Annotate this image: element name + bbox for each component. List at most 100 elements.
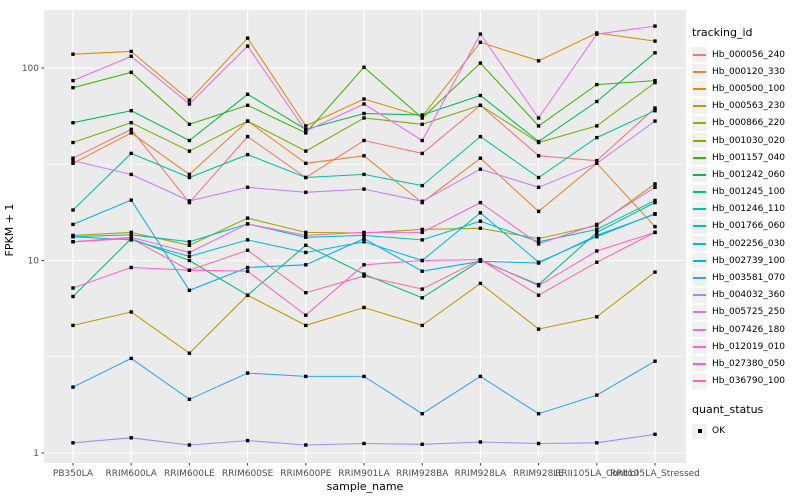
legend-entry-label: Hb_001246_110: [712, 204, 786, 215]
data-point: [653, 80, 657, 85]
data-point: [129, 265, 133, 270]
data-point: [478, 258, 483, 262]
legend-key-swatch: [692, 64, 707, 80]
legend-entry: Hb_000056_240: [692, 46, 798, 63]
data-point: [362, 240, 366, 244]
x-tick-label: PB350LA: [53, 469, 94, 479]
legend-key-swatch: [692, 150, 707, 166]
legend-key-line: [693, 87, 706, 90]
legend-entry-label: Hb_001030_020: [712, 135, 786, 146]
data-point: [362, 274, 366, 278]
legend-key-swatch: [692, 167, 707, 183]
data-point: [420, 183, 424, 188]
data-point: [71, 208, 75, 212]
legend-key-swatch: [692, 304, 707, 320]
data-point: [595, 230, 599, 235]
data-point: [304, 291, 308, 295]
quant-legend-items: OK: [692, 423, 798, 440]
data-point: [653, 432, 657, 436]
legend-items: Hb_000056_240 Hb_000120_330 Hb_000500_100 H…: [692, 46, 798, 390]
data-point: [245, 248, 250, 252]
data-point: [595, 249, 599, 253]
data-point: [187, 199, 192, 203]
legend-key-line: [693, 53, 706, 56]
data-point: [478, 32, 483, 36]
data-point: [187, 258, 192, 263]
data-point: [478, 93, 483, 98]
data-point: [187, 443, 192, 447]
legend-entry: Hb_003581_070: [692, 269, 798, 286]
legend-key-swatch: [692, 47, 707, 63]
data-point: [536, 236, 541, 241]
data-point: [536, 240, 541, 244]
data-point: [362, 305, 366, 310]
data-point: [304, 374, 308, 379]
data-point: [595, 159, 599, 163]
data-point: [653, 78, 657, 83]
legend-key-swatch: [692, 287, 707, 303]
data-point: [245, 44, 250, 48]
data-point: [187, 102, 192, 106]
data-point: [71, 121, 75, 125]
y-tick-label: 10: [28, 257, 40, 267]
data-point: [536, 175, 541, 180]
legend-entry-label: Hb_000500_100: [712, 83, 786, 94]
data-point: [478, 219, 483, 223]
data-point: [71, 385, 75, 389]
legend-entry: Hb_001246_110: [692, 201, 798, 218]
data-point: [245, 293, 250, 297]
data-point: [653, 106, 657, 110]
data-point: [595, 227, 599, 232]
legend-entry: Hb_000120_330: [692, 63, 798, 80]
data-point: [245, 438, 250, 443]
data-point: [420, 227, 424, 232]
data-point: [595, 99, 599, 104]
x-tick-label: RRIM928LE: [513, 469, 564, 479]
legend-entry-label: Hb_007426_180: [712, 324, 786, 335]
data-point: [129, 356, 133, 361]
data-point: [478, 211, 483, 215]
data-point: [478, 156, 483, 160]
data-point: [478, 200, 483, 205]
data-point: [129, 172, 133, 177]
legend-key-swatch: [692, 253, 707, 269]
legend-entry-label: Hb_001766_060: [712, 221, 786, 232]
data-point: [478, 281, 483, 286]
data-point: [187, 397, 192, 401]
legend-entry-label: Hb_004032_360: [712, 290, 786, 301]
legend-entry-label: Hb_012019_010: [712, 341, 786, 352]
data-point: [245, 269, 250, 273]
legend-entry: Hb_012019_010: [692, 338, 798, 355]
data-point: [536, 261, 541, 265]
data-point: [304, 243, 308, 247]
legend-entry: Hb_001245_100: [692, 184, 798, 201]
data-point: [536, 209, 541, 214]
legend-key-line: [693, 122, 706, 125]
data-point: [420, 238, 424, 242]
data-point: [653, 212, 657, 216]
legend-key-swatch: [692, 201, 707, 217]
data-point: [245, 134, 250, 139]
data-point: [71, 159, 75, 163]
x-tick-label: RRIM928BA: [396, 469, 449, 479]
data-point: [187, 98, 192, 102]
legend-entry-label: Hb_036790_100: [712, 376, 786, 387]
data-point: [420, 116, 424, 120]
legend-key-line: [693, 225, 706, 228]
legend-entry-label: Hb_002739_100: [712, 255, 786, 266]
legend-entry-label: Hb_001242_060: [712, 169, 786, 180]
legend-entry: Hb_001157_040: [692, 149, 798, 166]
legend-key-line: [693, 105, 706, 108]
data-point: [478, 440, 483, 444]
legend-entry: Hb_001766_060: [692, 218, 798, 235]
data-point: [187, 138, 192, 143]
black-square-marker-icon: [697, 429, 702, 434]
data-point: [129, 233, 133, 237]
x-tick-label: RRIM600PE: [280, 469, 332, 479]
data-point: [420, 151, 424, 156]
data-point: [245, 265, 250, 270]
data-point: [420, 230, 424, 235]
data-point: [595, 260, 599, 264]
data-point: [245, 119, 250, 123]
